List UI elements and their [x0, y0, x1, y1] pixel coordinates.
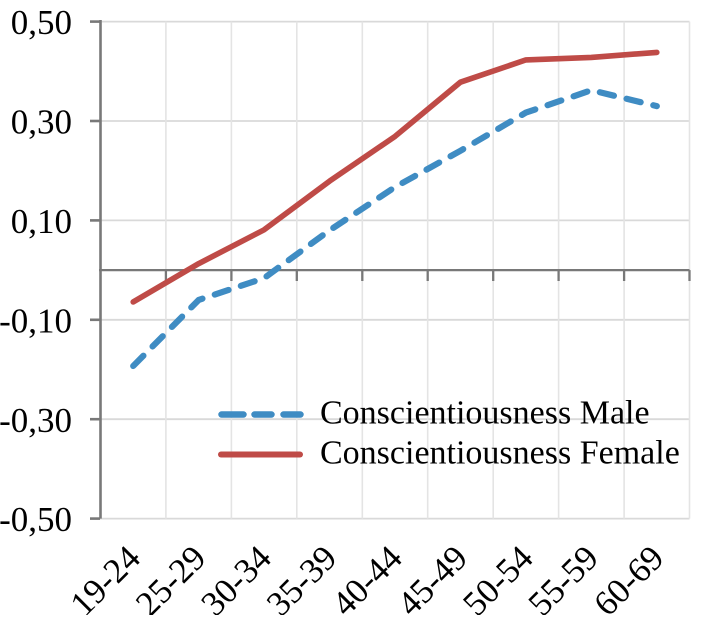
svg-text:0,50: 0,50 — [11, 3, 72, 42]
svg-text:-0,50: -0,50 — [0, 500, 72, 539]
svg-text:0,30: 0,30 — [11, 103, 72, 142]
svg-text:0,10: 0,10 — [11, 202, 72, 241]
svg-text:Conscientiousness Female: Conscientiousness Female — [320, 435, 680, 472]
svg-text:-0,10: -0,10 — [0, 301, 72, 340]
svg-text:-0,30: -0,30 — [0, 401, 72, 440]
svg-text:Conscientiousness Male: Conscientiousness Male — [320, 395, 650, 432]
